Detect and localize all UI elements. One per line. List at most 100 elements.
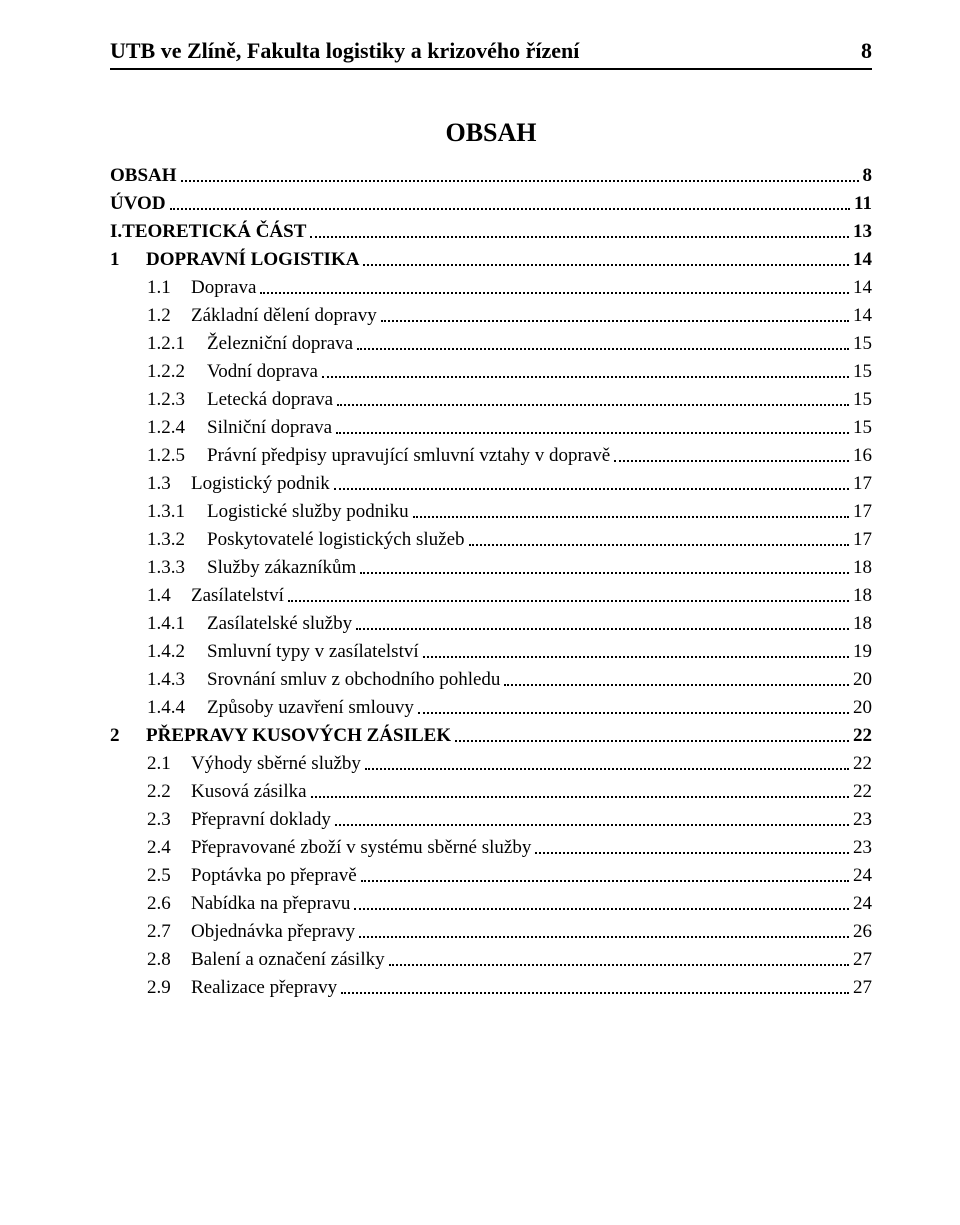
toc-entry-text: Logistické služby podniku — [207, 501, 409, 522]
toc-entry-text: Železniční doprava — [207, 333, 353, 354]
header-title: UTB ve Zlíně, Fakulta logistiky a krizov… — [110, 38, 579, 64]
toc-entry-number: 1.2.3 — [147, 390, 207, 409]
toc-entry-text: DOPRAVNÍ LOGISTIKA — [146, 249, 359, 270]
toc-entry-page: 14 — [853, 278, 872, 297]
toc-entry-label: 1.3.1Logistické služby podniku — [147, 502, 409, 521]
toc-dot-leader — [334, 477, 849, 490]
toc-dot-leader — [363, 253, 849, 266]
toc-dot-leader — [535, 841, 849, 854]
toc-entry-number: 1.2.5 — [147, 446, 207, 465]
toc-entry: 1.4.3Srovnání smluv z obchodního pohledu… — [110, 670, 872, 689]
toc-entry-page: 15 — [853, 334, 872, 353]
toc-entry: 1.3.1Logistické služby podniku17 — [110, 502, 872, 521]
toc-entry-text: Kusová zásilka — [191, 781, 307, 802]
toc-entry-text: Právní předpisy upravující smluvní vztah… — [207, 445, 610, 466]
toc-dot-leader — [310, 225, 849, 238]
toc-entry-number: 1.3.3 — [147, 558, 207, 577]
table-of-contents: OBSAH8ÚVOD11I.TEORETICKÁ ČÁST131DOPRAVNÍ… — [110, 166, 872, 997]
toc-dot-leader — [423, 645, 849, 658]
toc-entry-page: 23 — [853, 838, 872, 857]
toc-entry-page: 17 — [853, 530, 872, 549]
toc-entry-number: 1.3 — [147, 474, 191, 493]
toc-entry-page: 16 — [853, 446, 872, 465]
toc-dot-leader — [365, 757, 849, 770]
toc-dot-leader — [181, 169, 859, 182]
toc-entry-page: 24 — [853, 866, 872, 885]
toc-entry-label: 1.2.2Vodní doprava — [147, 362, 318, 381]
toc-entry-label: I.TEORETICKÁ ČÁST — [110, 222, 306, 241]
toc-entry-number: 1.2.2 — [147, 362, 207, 381]
toc-entry-label: 2.2Kusová zásilka — [147, 782, 307, 801]
toc-entry-text: Základní dělení dopravy — [191, 305, 377, 326]
toc-entry-number: 1.2.4 — [147, 418, 207, 437]
toc-entry-text: ÚVOD — [110, 193, 166, 214]
toc-entry-text: Realizace přepravy — [191, 977, 337, 998]
toc-entry-label: 1.4Zasílatelství — [147, 586, 284, 605]
toc-dot-leader — [336, 421, 849, 434]
toc-dot-leader — [504, 673, 849, 686]
toc-entry: 2.5Poptávka po přepravě24 — [110, 866, 872, 885]
toc-dot-leader — [288, 589, 849, 602]
toc-entry-label: 1.2.5Právní předpisy upravující smluvní … — [147, 446, 610, 465]
toc-entry-page: 18 — [853, 558, 872, 577]
toc-entry-label: 1.1Doprava — [147, 278, 256, 297]
toc-entry-number: 2.3 — [147, 810, 191, 829]
toc-entry-label: 2.7Objednávka přepravy — [147, 922, 355, 941]
toc-dot-leader — [357, 337, 849, 350]
toc-entry-label: 1.2.3Letecká doprava — [147, 390, 333, 409]
toc-dot-leader — [356, 617, 849, 630]
toc-entry-number: 1 — [110, 250, 146, 269]
toc-dot-leader — [418, 701, 849, 714]
toc-entry-text: Srovnání smluv z obchodního pohledu — [207, 669, 500, 690]
toc-entry-text: PŘEPRAVY KUSOVÝCH ZÁSILEK — [146, 725, 451, 746]
toc-entry: 2.8Balení a označení zásilky27 — [110, 950, 872, 969]
toc-entry-page: 27 — [853, 978, 872, 997]
toc-entry-label: 1.2.4Silniční doprava — [147, 418, 332, 437]
toc-entry-number: 1.4.3 — [147, 670, 207, 689]
toc-entry: 2.2Kusová zásilka 22 — [110, 782, 872, 801]
toc-entry: 1.1Doprava 14 — [110, 278, 872, 297]
toc-dot-leader — [469, 533, 849, 546]
toc-entry-page: 22 — [853, 782, 872, 801]
toc-entry-text: Letecká doprava — [207, 389, 333, 410]
toc-entry-number: I. — [110, 222, 122, 241]
toc-entry-text: Doprava — [191, 277, 256, 298]
toc-entry: 1.2.3Letecká doprava15 — [110, 390, 872, 409]
toc-entry-label: 1.4.3Srovnání smluv z obchodního pohledu — [147, 670, 500, 689]
toc-entry-page: 8 — [863, 166, 873, 185]
toc-dot-leader — [360, 561, 849, 574]
toc-entry: 2.7Objednávka přepravy 26 — [110, 922, 872, 941]
toc-entry-label: 2.9Realizace přepravy — [147, 978, 337, 997]
toc-dot-leader — [354, 897, 849, 910]
toc-dot-leader — [359, 925, 849, 938]
toc-entry-label: ÚVOD — [110, 194, 166, 213]
toc-entry-page: 26 — [853, 922, 872, 941]
toc-entry: 2.9Realizace přepravy 27 — [110, 978, 872, 997]
toc-entry-page: 18 — [853, 614, 872, 633]
toc-entry: I.TEORETICKÁ ČÁST13 — [110, 222, 872, 241]
toc-entry-page: 24 — [853, 894, 872, 913]
toc-dot-leader — [260, 281, 849, 294]
toc-entry-text: Balení a označení zásilky — [191, 949, 385, 970]
toc-entry-text: Poptávka po přepravě — [191, 865, 357, 886]
toc-entry-page: 14 — [853, 306, 872, 325]
toc-entry-text: Zasílatelské služby — [207, 613, 352, 634]
toc-entry-text: Výhody sběrné služby — [191, 753, 361, 774]
toc-entry-label: 1.2.1Železniční doprava — [147, 334, 353, 353]
toc-entry-text: Zasílatelství — [191, 585, 284, 606]
toc-entry-label: 1.4.4Způsoby uzavření smlouvy — [147, 698, 414, 717]
toc-entry-label: 2.3Přepravní doklady — [147, 810, 331, 829]
toc-entry-number: 1.3.2 — [147, 530, 207, 549]
toc-entry: 1DOPRAVNÍ LOGISTIKA14 — [110, 250, 872, 269]
toc-entry-label: 2.4Přepravované zboží v systému sběrné s… — [147, 838, 531, 857]
toc-entry-text: Silniční doprava — [207, 417, 332, 438]
toc-entry-text: TEORETICKÁ ČÁST — [122, 221, 306, 242]
toc-dot-leader — [413, 505, 849, 518]
toc-dot-leader — [335, 813, 849, 826]
toc-entry-text: Vodní doprava — [207, 361, 318, 382]
toc-entry-number: 2.8 — [147, 950, 191, 969]
toc-entry-number: 1.4.4 — [147, 698, 207, 717]
toc-dot-leader — [389, 953, 849, 966]
toc-entry: 1.4Zasílatelství18 — [110, 586, 872, 605]
toc-entry-text: OBSAH — [110, 165, 177, 186]
